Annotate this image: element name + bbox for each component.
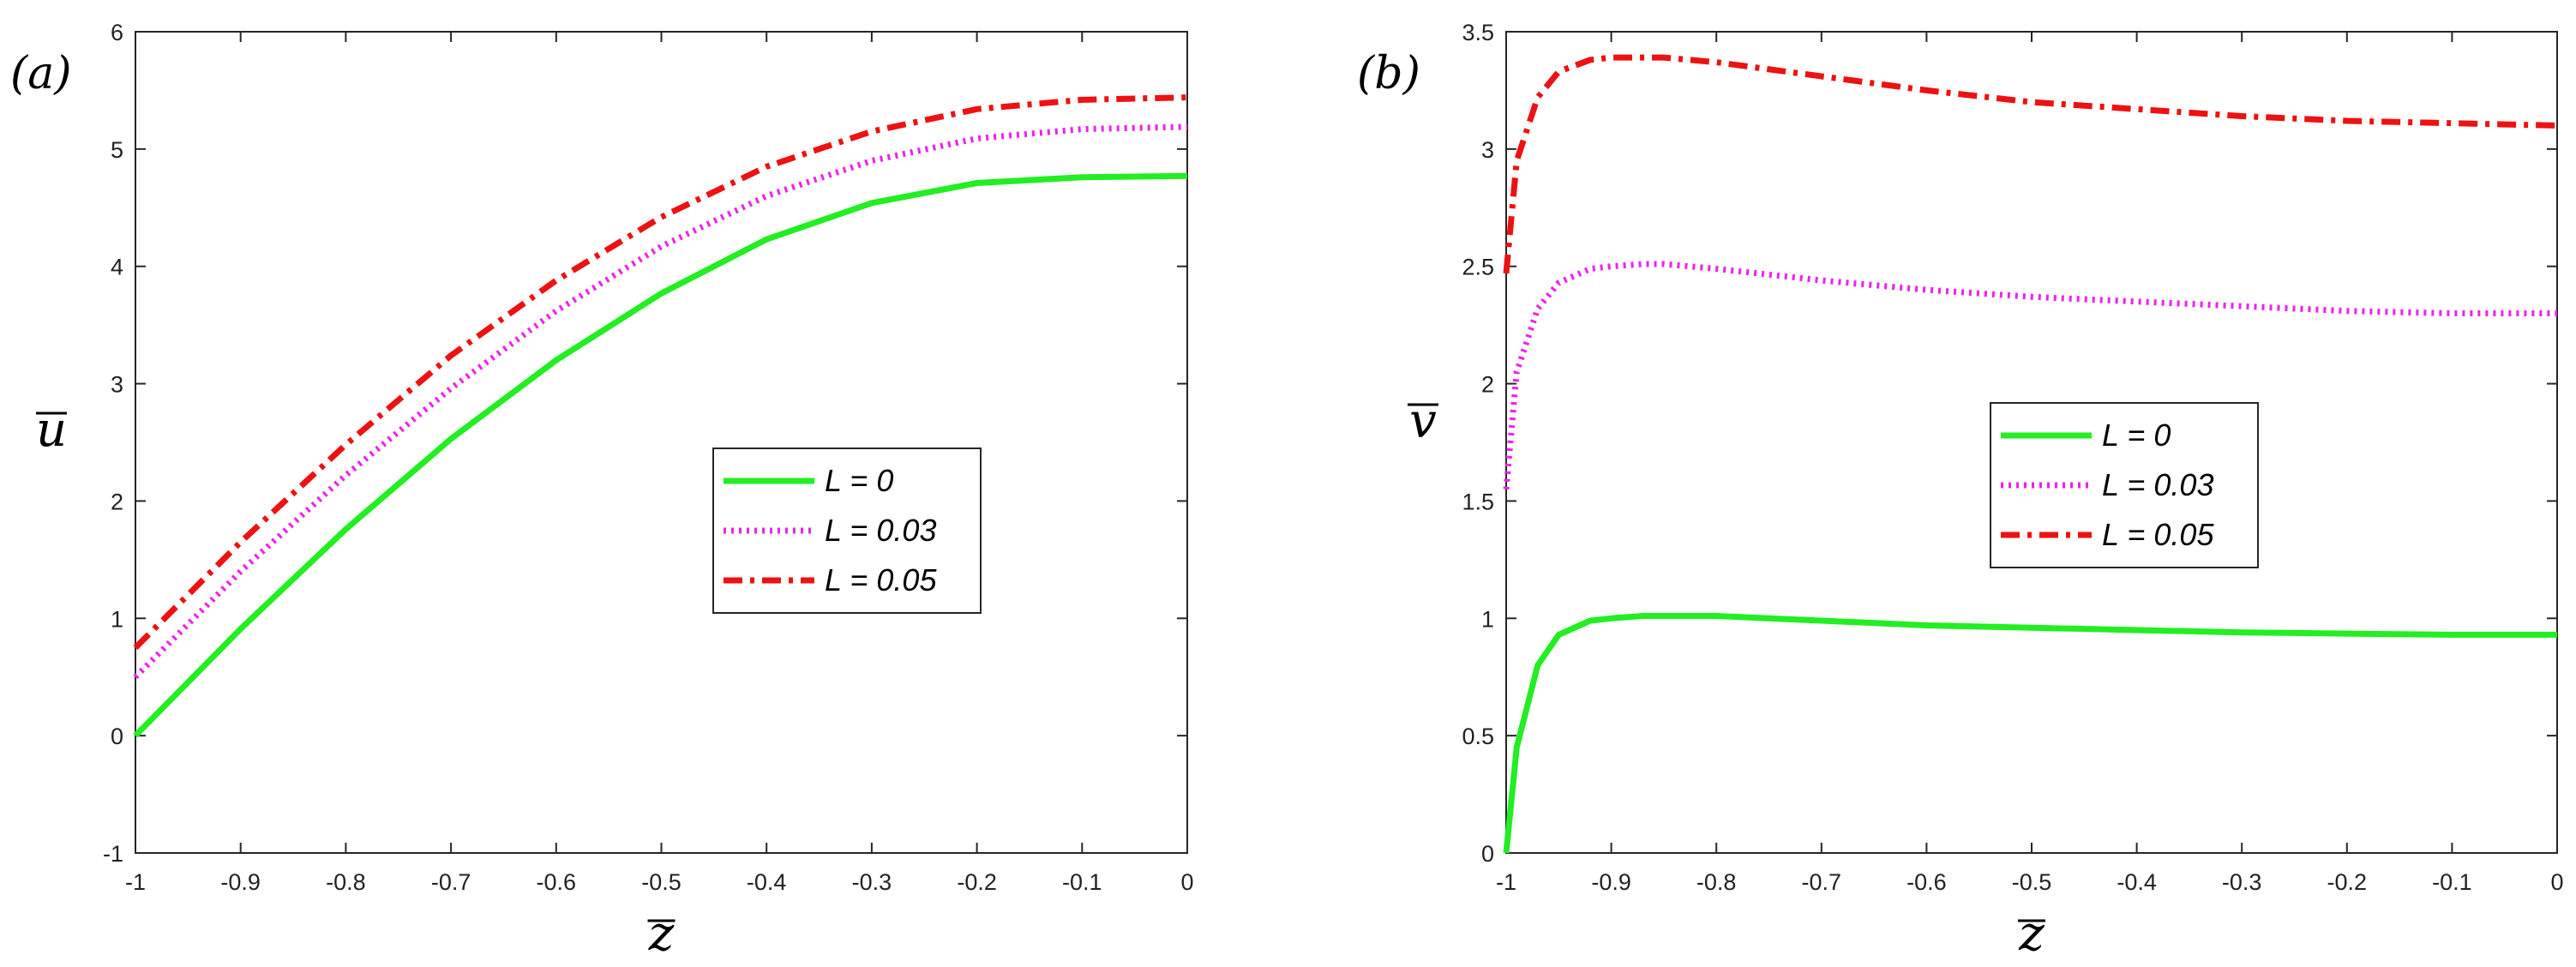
x-axis-label: z bbox=[2018, 906, 2045, 962]
y-tick-label: 3 bbox=[111, 372, 123, 398]
y-axis-label: v bbox=[1409, 393, 1437, 449]
series-line-0 bbox=[1503, 613, 2557, 854]
y-tick-label: 1.5 bbox=[1462, 489, 1494, 514]
x-tick-label: 0 bbox=[1180, 869, 1193, 895]
series-line-2 bbox=[133, 94, 1188, 650]
legend-label-0: L = 0 bbox=[825, 463, 893, 498]
y-tick-label: 1 bbox=[1481, 606, 1494, 632]
plot-area bbox=[135, 31, 1188, 854]
x-tick-label: -0.4 bbox=[2117, 869, 2157, 895]
x-tick-label: -1 bbox=[1496, 869, 1516, 895]
x-tick-label: -0.6 bbox=[537, 869, 577, 895]
x-tick-label: -0.6 bbox=[1906, 869, 1947, 895]
y-tick-label: 2 bbox=[111, 489, 123, 514]
series-line-1 bbox=[1503, 261, 2557, 490]
y-tick-label: 3 bbox=[1481, 137, 1494, 163]
x-tick-label: -0.9 bbox=[1591, 869, 1631, 895]
x-tick-label: -0.7 bbox=[1802, 869, 1842, 895]
y-axis-label: u bbox=[36, 402, 67, 458]
x-tick-label: -0.2 bbox=[2327, 869, 2368, 895]
x-tick-label: -0.8 bbox=[326, 869, 366, 895]
x-tick-label: -1 bbox=[125, 869, 146, 895]
x-tick-label: -0.4 bbox=[747, 869, 787, 895]
legend-box bbox=[1990, 402, 2259, 568]
x-tick-label: -0.3 bbox=[2222, 869, 2262, 895]
x-tick-label: 0 bbox=[2550, 869, 2563, 895]
x-tick-label: -0.5 bbox=[2012, 869, 2052, 895]
y-tick-label: 0.5 bbox=[1462, 724, 1494, 749]
y-tick-label: 2 bbox=[1481, 372, 1494, 398]
y-tick-label: 1 bbox=[111, 606, 123, 632]
x-axis-label: z bbox=[648, 906, 675, 962]
legend-label-2: L = 0.05 bbox=[2102, 517, 2214, 552]
legend: L = 0 L = 0.03 L = 0.05 bbox=[1990, 402, 2259, 568]
legend: L = 0 L = 0.03 L = 0.05 bbox=[712, 447, 982, 614]
x-tick-label: -0.8 bbox=[1696, 869, 1737, 895]
y-tick-label: 5 bbox=[111, 137, 123, 163]
y-tick-label: 2.5 bbox=[1462, 255, 1494, 280]
series-line-0 bbox=[133, 172, 1188, 738]
panel-label: (b) bbox=[1357, 48, 1420, 99]
x-tick-label: -0.5 bbox=[641, 869, 682, 895]
y-tick-label: 3.5 bbox=[1462, 20, 1494, 45]
y-tick-label: 4 bbox=[111, 255, 123, 280]
y-tick-label: 6 bbox=[111, 20, 123, 45]
y-tick-label: 0 bbox=[1481, 841, 1494, 867]
chart-panel-a: -1 -0.9 -0.8 -0.7 -0.6 -0.5 -0.4 -0.3 -0.2 -0.1 0 -… bbox=[10, 20, 1194, 962]
legend-label-2: L = 0.05 bbox=[825, 562, 937, 598]
x-tick-label: -0.3 bbox=[852, 869, 892, 895]
x-tick-label: -0.1 bbox=[2432, 869, 2472, 895]
legend-box bbox=[712, 447, 982, 614]
legend-label-0: L = 0 bbox=[2102, 417, 2171, 453]
x-tick-label: -0.1 bbox=[1062, 869, 1102, 895]
x-tick-label: -0.2 bbox=[957, 869, 997, 895]
legend-label-1: L = 0.03 bbox=[2102, 467, 2213, 502]
y-tick-label: -1 bbox=[103, 841, 123, 867]
series-line-2 bbox=[1503, 54, 2558, 274]
x-tick-label: -0.7 bbox=[431, 869, 471, 895]
legend-label-1: L = 0.03 bbox=[825, 513, 936, 548]
panel-label: (a) bbox=[10, 48, 72, 99]
x-tick-label: -0.9 bbox=[220, 869, 261, 895]
chart-panel-b: -1 -0.9 -0.8 -0.7 -0.6 -0.5 -0.4 -0.3 -0.2 -0.1 0 0… bbox=[1357, 20, 2564, 962]
y-tick-label: 0 bbox=[111, 724, 123, 749]
